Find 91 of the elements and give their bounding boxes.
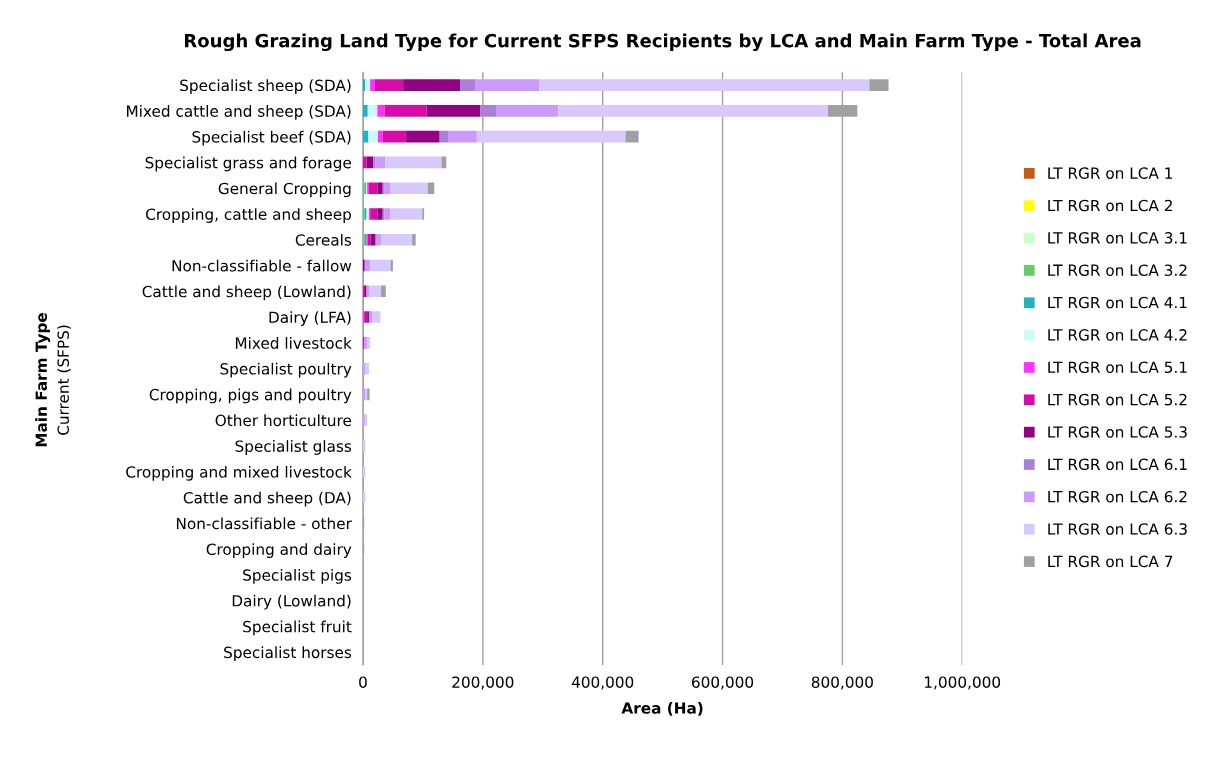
bar <box>558 105 828 117</box>
bar <box>480 105 496 117</box>
legend-label: LT RGR on LCA 2 <box>1048 199 1172 212</box>
x-tick-label: 800,000 <box>811 676 873 690</box>
bar <box>362 156 367 169</box>
bar <box>539 79 870 91</box>
y-tick-label: Mixed livestock <box>235 337 352 349</box>
bar <box>384 105 427 117</box>
legend-label: LT RGR on LCA 5.2 <box>1048 393 1187 406</box>
bar <box>373 156 376 169</box>
y-tick-label: Cereals <box>295 233 352 246</box>
x-axis-title: Area (Ha) <box>621 702 703 716</box>
bar <box>869 79 889 91</box>
bar <box>377 105 385 117</box>
bar <box>365 79 371 91</box>
bar <box>370 79 375 91</box>
bar <box>476 130 626 143</box>
legend-label: LT RGR on LCA 5.3 <box>1048 426 1187 438</box>
y-tick-label: Dairy (LFA) <box>269 311 351 327</box>
bar <box>406 130 440 143</box>
bar <box>439 130 449 143</box>
bar <box>370 259 391 272</box>
legend-label: LT RGR on LCA 6.3 <box>1048 523 1187 535</box>
bar <box>380 285 386 298</box>
bar <box>370 233 376 246</box>
y-tick-label: Specialist sheep (SDA) <box>180 79 351 95</box>
bar <box>376 233 381 246</box>
bar <box>377 130 383 143</box>
bar <box>384 208 391 220</box>
legend-label: LT RGR on LCA 4.2 <box>1048 329 1187 341</box>
y-tick-label: Other horticulture <box>215 414 352 427</box>
bar <box>367 105 378 117</box>
y-tick-label: Cattle and sheep (DA) <box>183 491 351 507</box>
x-tick-label: 200,000 <box>452 676 514 690</box>
bar <box>460 79 476 91</box>
y-tick-label: Specialist glass <box>235 440 352 455</box>
bar <box>496 105 559 117</box>
legend-label: LT RGR on LCA 1 <box>1048 167 1173 179</box>
bar <box>403 79 461 91</box>
bar <box>390 208 423 220</box>
bar <box>441 156 447 169</box>
bar <box>368 285 381 298</box>
y-tick-label: Dairy (Lowland) <box>232 594 351 610</box>
bar <box>368 311 373 323</box>
bar <box>368 182 378 194</box>
bar <box>412 233 416 246</box>
bar <box>427 182 435 194</box>
bar <box>377 208 383 220</box>
y-tick-label: General Cropping <box>218 182 351 198</box>
y-tick-label: Specialist horses <box>224 646 352 662</box>
y-tick-label: Non-classifiable - fallow <box>172 259 352 272</box>
x-tick-label: 1,000,000 <box>925 676 1001 690</box>
bar <box>625 130 639 143</box>
bar <box>368 130 378 143</box>
bar <box>383 182 391 194</box>
legend-label: LT RGR on LCA 5.1 <box>1048 361 1187 374</box>
bar <box>372 311 381 323</box>
y-tick-label: Cattle and sheep (Lowland) <box>142 285 351 301</box>
bar <box>426 105 481 117</box>
bar <box>385 156 442 169</box>
bar <box>448 130 477 143</box>
legend-label: LT RGR on LCA 3.2 <box>1048 264 1187 276</box>
y-tick-label: Cropping, cattle and sheep <box>146 208 352 223</box>
y-tick-label: Non-classifiable - other <box>176 517 352 530</box>
y-tick-label: Specialist beef (SDA) <box>192 130 351 146</box>
y-tick-label: Cropping, pigs and poultry <box>149 388 352 404</box>
bar <box>370 208 378 220</box>
y-tick-label: Specialist poultry <box>220 362 352 378</box>
x-tick-label: 600,000 <box>692 676 754 690</box>
x-tick-label: 0 <box>359 676 367 688</box>
y-tick-label: Cropping and dairy <box>206 543 352 558</box>
legend-label: LT RGR on LCA 7 <box>1048 555 1173 568</box>
chart-title: Rough Grazing Land Type for Current SFPS Recipients by LCA and Main Farm Type - Total Area <box>185 33 1141 52</box>
legend-label: LT RGR on LCA 3.1 <box>1048 232 1187 244</box>
y-tick-label: Mixed cattle and sheep (SDA) <box>127 105 351 120</box>
x-tick-label: 400,000 <box>571 676 634 690</box>
legend-label: LT RGR on LCA 6.1 <box>1048 458 1187 471</box>
bar <box>382 130 407 143</box>
legend-label: LT RGR on LCA 6.2 <box>1048 490 1187 503</box>
y-tick-label: Specialist grass and forage <box>145 156 352 172</box>
y-tick-label: Specialist fruit <box>243 620 352 636</box>
y-tick-label: Specialist pigs <box>243 568 352 584</box>
bar <box>374 79 404 91</box>
legend-label: LT RGR on LCA 4.1 <box>1048 296 1187 309</box>
y-tick-label: Cropping and mixed livestock <box>126 465 352 481</box>
bar <box>380 233 413 246</box>
bar <box>377 182 383 194</box>
bar <box>475 79 540 91</box>
bar <box>362 105 368 117</box>
bar <box>390 182 428 194</box>
y-axis-title: Main Farm Type Current (SFPS) <box>35 313 71 447</box>
